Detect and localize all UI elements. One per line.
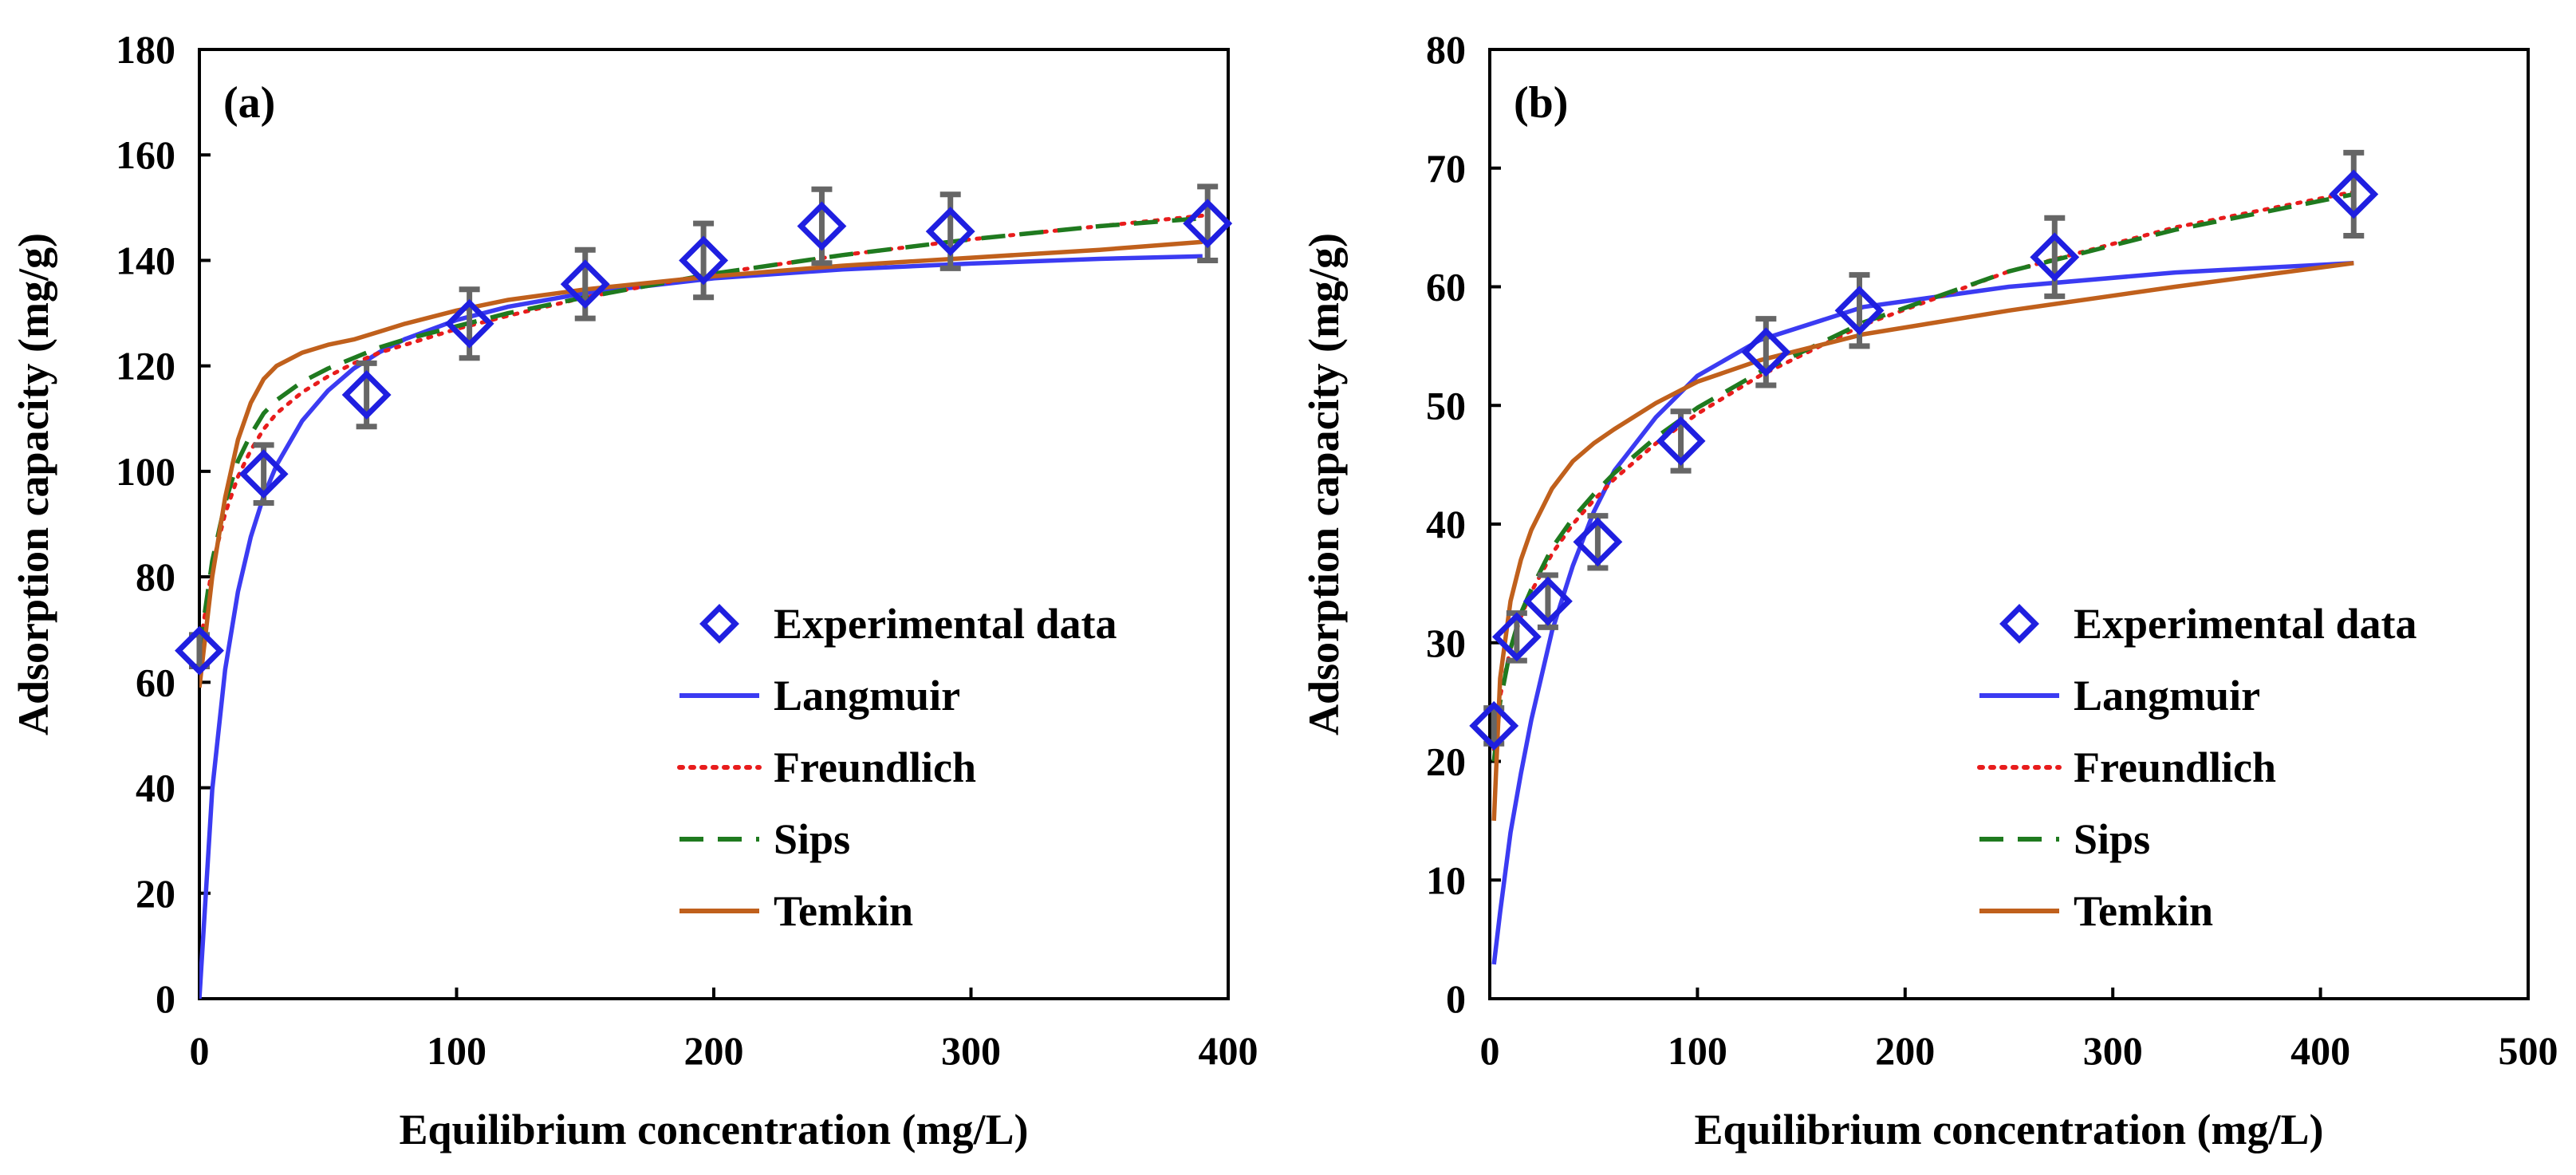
- panel-b-y-tick-label: 0: [1446, 976, 1466, 1021]
- panel-a-x-tick-label: 0: [190, 1028, 210, 1073]
- panel-a-experimental-points: [175, 183, 1233, 676]
- panel-a-y-tick-label: 120: [116, 344, 175, 388]
- panel-b-legend-label: Temkin: [2074, 887, 2213, 935]
- panel-a-legend-marker-experimental: [699, 604, 739, 644]
- panel-a-y-tick-label: 180: [116, 27, 175, 72]
- panel-a-y-tick-label: 40: [136, 766, 175, 810]
- panel-b-x-tick-label: 300: [2083, 1028, 2143, 1073]
- panel-b-experimental-point: [1573, 517, 1623, 567]
- panel-a-experimental-point: [444, 298, 494, 349]
- panel-b-temkin-curve: [1491, 261, 2354, 822]
- panel-b-experimental-point: [1741, 327, 1791, 377]
- panel-a-legend-label: Temkin: [774, 887, 913, 935]
- panel-b-freundlich-curve: [1491, 190, 2356, 752]
- panel-b-experimental-point: [2030, 232, 2080, 282]
- panel-b-x-axis-title: Equilibrium concentration (mg/L): [1694, 1106, 2323, 1153]
- panel-a-x-tick-label: 300: [941, 1028, 1001, 1073]
- panel-b-experimental-point: [1656, 416, 1706, 466]
- panel-a-x-tick-label: 200: [684, 1028, 744, 1073]
- panel-b-y-tick-label: 70: [1426, 146, 1466, 191]
- panel-b-x-tick-label: 400: [2290, 1028, 2350, 1073]
- panel-b-legend-label: Experimental data: [2074, 600, 2416, 648]
- panel-a-panel-label: (a): [223, 78, 275, 128]
- panel-a-legend-label: Experimental data: [774, 600, 1117, 648]
- panel-a-langmuir-curve: [199, 254, 1203, 999]
- panel-a-y-tick-label: 100: [116, 449, 175, 494]
- panel-a-y-tick-label: 80: [136, 554, 175, 599]
- panel-b-x-tick-label: 500: [2499, 1028, 2558, 1073]
- panel-a-experimental-point: [341, 370, 392, 420]
- panel-b-x-tick-label: 0: [1480, 1028, 1500, 1073]
- panel-b-legend: Experimental data Langmuir Freundlich Sips T…: [1977, 600, 2416, 935]
- panel-b-x-tick-label: 100: [1668, 1028, 1727, 1073]
- panel-a-temkin-curve: [199, 239, 1203, 688]
- panel-a-experimental-point: [679, 235, 729, 286]
- panel-a-sips-curve: [199, 215, 1203, 652]
- panel-a-x-tick-label: 400: [1199, 1028, 1258, 1073]
- panel-b-experimental-points: [1469, 149, 2379, 751]
- panel-a-plot-frame: [198, 48, 1230, 1000]
- panel-b-y-tick-label: 20: [1426, 739, 1466, 784]
- panel-a-y-tick-label: 60: [136, 660, 175, 704]
- panel-b-experimental-point: [1469, 700, 1519, 751]
- panel-a-legend-label: Freundlich: [774, 743, 976, 791]
- panel-b-experimental-point: [1522, 576, 1573, 626]
- panel-b-panel-label: (b): [1514, 78, 1568, 128]
- panel-a-chart: 0 20 40 60 80 100 120 140 160 180 0 100 200 300 400 Equ…: [10, 27, 1258, 1153]
- panel-a-experimental-point: [560, 259, 610, 310]
- panel-a-legend-label: Langmuir: [774, 672, 960, 720]
- panel-b-legend-label: Langmuir: [2074, 672, 2260, 720]
- panel-a-experimental-point: [925, 207, 975, 257]
- panel-b-experimental-point: [1834, 286, 1885, 336]
- panel-b-y-tick-label: 50: [1426, 383, 1466, 428]
- panel-b-legend-marker-experimental: [1999, 604, 2039, 644]
- panel-b-experimental-point: [1491, 612, 1542, 662]
- panel-b-y-tick-label: 60: [1426, 265, 1466, 310]
- panel-a-legend-label: Sips: [774, 815, 850, 863]
- panel-a-y-tick-label: 140: [116, 238, 175, 282]
- panel-b-y-axis-title: Adsorption capacity (mg/g): [1300, 233, 1348, 735]
- panel-b-y-tick-label: 10: [1426, 858, 1466, 902]
- panel-b-legend-label: Freundlich: [2074, 743, 2276, 791]
- panel-b-y-tick-label: 80: [1426, 27, 1466, 72]
- panel-a-experimental-point: [238, 449, 289, 499]
- panel-b-model-curves: [1491, 190, 2356, 965]
- panel-a-legend: Experimental data Langmuir Freundlich Sips T…: [677, 600, 1117, 935]
- panel-a-experimental-point: [1183, 199, 1233, 249]
- panel-a-experimental-point: [175, 625, 224, 676]
- panel-a-y-tick-label: 20: [136, 871, 175, 916]
- panel-b-legend-label: Sips: [2074, 815, 2150, 863]
- panel-b-y-tick-label: 40: [1426, 502, 1466, 546]
- panel-b-x-tick-label: 200: [1875, 1028, 1935, 1073]
- panel-a-x-axis-title: Equilibrium concentration (mg/L): [399, 1106, 1028, 1153]
- panel-a-y-tick-label: 160: [116, 132, 175, 177]
- panel-a-x-tick-label: 100: [427, 1028, 486, 1073]
- panel-b-y-tick-label: 30: [1426, 621, 1466, 665]
- panel-a-experimental-point: [797, 201, 847, 251]
- panel-a-y-tick-label: 0: [156, 976, 175, 1021]
- panel-b-experimental-point: [2329, 169, 2379, 219]
- panel-a-y-axis-title: Adsorption capacity (mg/g): [10, 233, 57, 735]
- panel-b-chart: 0 10 20 30 40 50 60 70 80 0 100 200 300 400 500 Equilib…: [1300, 27, 2558, 1153]
